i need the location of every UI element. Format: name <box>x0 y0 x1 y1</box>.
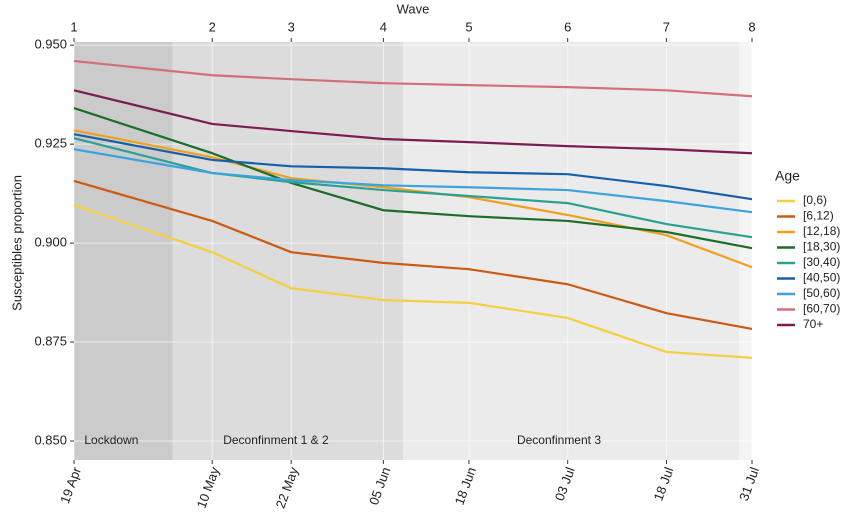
x-tick-label: 18 Jul <box>651 465 677 503</box>
legend-label: [6,12) <box>803 209 834 223</box>
x-tick-label: 31 Jul <box>736 465 762 503</box>
legend-label: [18,30) <box>803 240 840 254</box>
x-tick-label: 10 May <box>194 465 223 511</box>
legend-label: [30,40) <box>803 255 840 269</box>
x2-tick-label: 8 <box>748 19 755 34</box>
y-tick-label: 0.850 <box>34 432 67 447</box>
series-line <box>73 204 753 359</box>
x-tick-label: 22 May <box>273 465 302 511</box>
legend-label: 70+ <box>803 317 823 331</box>
series-line <box>73 89 753 155</box>
series-line <box>73 133 753 201</box>
x-tick-label: 03 Jul <box>552 465 578 503</box>
x2-title: Wave <box>397 1 430 16</box>
legend-label: [50,60) <box>803 286 840 300</box>
legend-label: [60,70) <box>803 302 840 316</box>
y-tick-label: 0.900 <box>34 235 67 250</box>
series-line <box>73 148 753 214</box>
x2-tick-label: 6 <box>564 19 571 34</box>
x2-tick-label: 1 <box>70 19 77 34</box>
legend-label: [12,18) <box>803 224 840 238</box>
y-tick-label: 0.950 <box>34 37 67 52</box>
y-tick-label: 0.925 <box>34 136 67 151</box>
x2-tick-label: 7 <box>663 19 670 34</box>
legend-label: [0,6) <box>803 193 827 207</box>
x2-tick-label: 5 <box>465 19 472 34</box>
period-region <box>74 42 173 460</box>
series-line <box>73 107 753 250</box>
period-label: Lockdown <box>84 433 138 447</box>
x-tick-label: 05 Jun <box>366 465 393 507</box>
x-tick-label: 19 Apr <box>57 464 84 505</box>
period-label: Deconfinment 1 & 2 <box>223 433 329 447</box>
y-tick-label: 0.875 <box>34 333 67 348</box>
legend-title: Age <box>775 168 800 184</box>
series-line <box>73 179 753 331</box>
legend-label: [40,50) <box>803 271 840 285</box>
period-region <box>403 42 739 460</box>
y-title: Susceptibles proportion <box>9 175 24 311</box>
x2-tick-label: 2 <box>209 19 216 34</box>
x2-tick-label: 3 <box>288 19 295 34</box>
x2-tick-label: 4 <box>380 19 387 34</box>
series-line <box>73 59 753 98</box>
x-tick-label: 18 Jun <box>452 465 479 507</box>
period-label: Deconfinment 3 <box>517 433 601 447</box>
